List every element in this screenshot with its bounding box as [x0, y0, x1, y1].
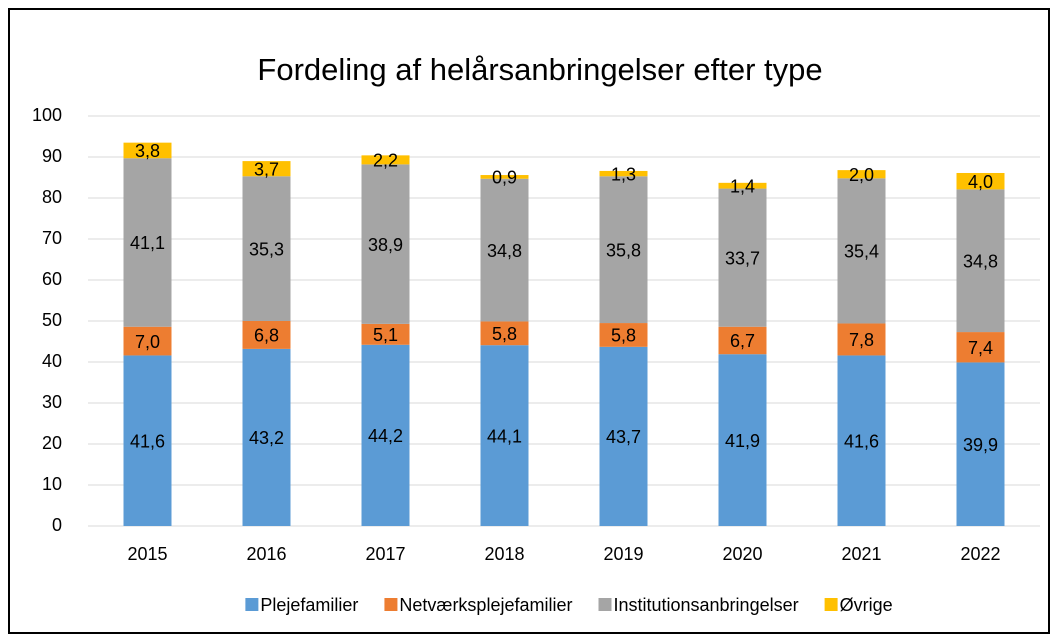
y-tick-label: 100 — [32, 105, 62, 125]
data-label: 38,9 — [368, 235, 403, 255]
bar-segment — [599, 323, 648, 347]
bar-segment — [956, 172, 1005, 190]
bar-segment — [837, 178, 886, 324]
bar-segment — [718, 326, 767, 355]
y-tick-label: 30 — [42, 392, 62, 412]
data-label: 33,7 — [725, 248, 760, 268]
data-label: 35,8 — [606, 240, 641, 260]
bar-segment — [956, 189, 1005, 333]
data-label: 43,7 — [606, 427, 641, 447]
y-tick-label: 50 — [42, 310, 62, 330]
bar-segment — [718, 188, 767, 327]
y-tick-label: 20 — [42, 433, 62, 453]
data-label: 1,4 — [730, 176, 755, 196]
y-tick-label: 60 — [42, 269, 62, 289]
bar-segment — [599, 346, 648, 526]
data-label: 5,8 — [611, 326, 636, 346]
data-label: 1,3 — [611, 164, 636, 184]
bar-segment — [837, 323, 886, 356]
bar-segment — [242, 321, 291, 349]
bar-segment — [361, 323, 410, 345]
bar-segment — [480, 175, 529, 179]
bar-segment — [361, 164, 410, 324]
x-tick-label: 2019 — [603, 544, 643, 564]
legend-label: Institutionsanbringelser — [613, 595, 798, 615]
data-label: 4,0 — [968, 172, 993, 192]
bar-segment — [361, 155, 410, 165]
data-label: 43,2 — [249, 428, 284, 448]
bar-segment — [718, 354, 767, 526]
data-label: 41,1 — [130, 233, 165, 253]
y-tick-label: 0 — [52, 515, 62, 535]
y-tick-label: 70 — [42, 228, 62, 248]
y-tick-label: 10 — [42, 474, 62, 494]
bar-segment — [718, 182, 767, 189]
bar-segment — [837, 170, 886, 179]
bar-segment — [361, 344, 410, 526]
x-tick-label: 2022 — [960, 544, 1000, 564]
legend-swatch — [598, 598, 612, 611]
data-label: 35,3 — [249, 239, 284, 259]
bar-segment — [242, 348, 291, 526]
legend-swatch — [824, 598, 838, 611]
data-label: 44,1 — [487, 426, 522, 446]
bar-segment — [599, 176, 648, 324]
bar-segment — [837, 355, 886, 526]
legend-label: Netværksplejefamilier — [399, 595, 572, 615]
bar-segment — [956, 362, 1005, 526]
x-tick-label: 2016 — [246, 544, 286, 564]
bar-segment — [123, 326, 172, 356]
x-tick-label: 2017 — [365, 544, 405, 564]
data-label: 0,9 — [492, 168, 517, 188]
data-label: 5,1 — [373, 325, 398, 345]
data-label: 7,8 — [849, 330, 874, 350]
x-tick-label: 2015 — [127, 544, 167, 564]
bar-segment — [956, 332, 1005, 363]
legend-swatch — [245, 598, 259, 611]
data-label: 39,9 — [963, 435, 998, 455]
data-label: 2,2 — [373, 151, 398, 171]
legend-label: Plejefamilier — [260, 595, 358, 615]
legend-swatch — [384, 598, 398, 611]
bar-segment — [242, 161, 291, 177]
data-label: 6,7 — [730, 331, 755, 351]
data-label: 7,4 — [968, 338, 993, 358]
data-label: 34,8 — [963, 251, 998, 271]
data-label: 35,4 — [844, 242, 879, 262]
y-tick-label: 40 — [42, 351, 62, 371]
y-tick-label: 80 — [42, 187, 62, 207]
data-label: 34,8 — [487, 241, 522, 261]
bar-segment — [123, 142, 172, 159]
data-label: 2,0 — [849, 165, 874, 185]
data-label: 41,9 — [725, 431, 760, 451]
bar-segment — [242, 176, 291, 321]
bar-segment — [123, 355, 172, 526]
chart-title: Fordeling af helårsanbringelser efter ty… — [257, 52, 822, 87]
x-tick-label: 2021 — [841, 544, 881, 564]
data-label: 3,8 — [135, 141, 160, 161]
data-label: 5,8 — [492, 324, 517, 344]
bar-segment — [480, 345, 529, 526]
bar-segment — [599, 170, 648, 177]
data-label: 41,6 — [130, 431, 165, 451]
bar-segment — [480, 321, 529, 346]
bar-segment — [123, 158, 172, 327]
data-label: 6,8 — [254, 326, 279, 346]
data-label: 7,0 — [135, 332, 160, 352]
data-label: 3,7 — [254, 159, 279, 179]
y-tick-label: 90 — [42, 146, 62, 166]
x-tick-label: 2020 — [722, 544, 762, 564]
bar-segment — [480, 178, 529, 322]
x-tick-label: 2018 — [484, 544, 524, 564]
legend-label: Øvrige — [840, 595, 893, 615]
data-label: 41,6 — [844, 431, 879, 451]
data-label: 44,2 — [368, 426, 403, 446]
